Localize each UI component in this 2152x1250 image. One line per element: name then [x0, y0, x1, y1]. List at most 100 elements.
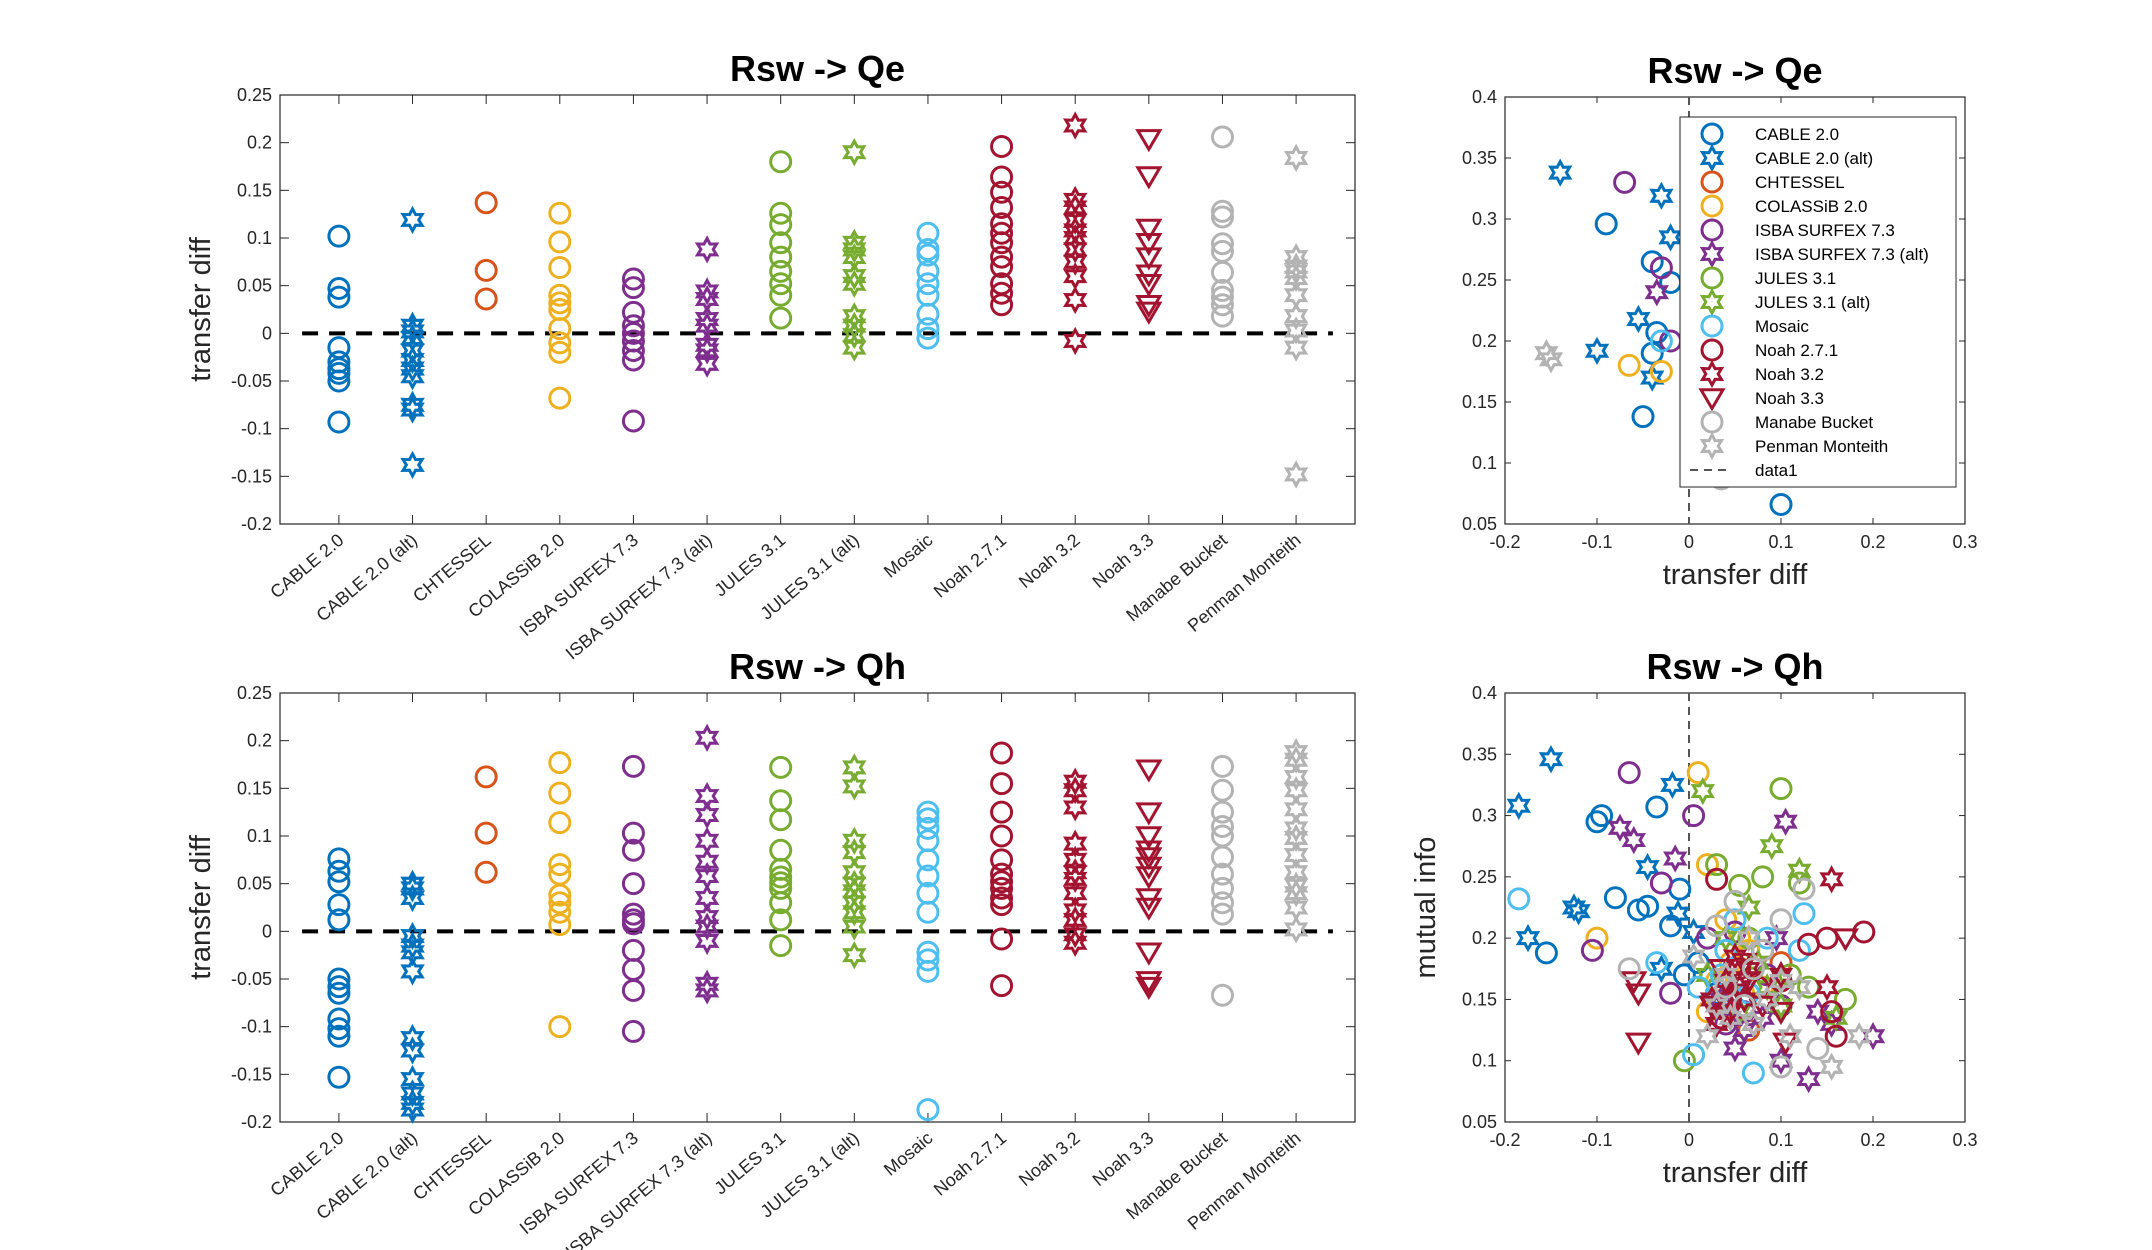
data-point [1690, 777, 1716, 806]
data-point [1135, 971, 1163, 995]
data-point [1506, 791, 1532, 820]
legend-marker [1700, 314, 1724, 338]
x-tick-label: 0.1 [1768, 532, 1793, 552]
legend-label: ISBA SURFEX 7.3 [1755, 221, 1895, 240]
data-point [1741, 957, 1765, 981]
data-point [1631, 405, 1655, 429]
y-tick-label: 0.05 [1462, 514, 1497, 534]
y-tick-label: 0.3 [1472, 806, 1497, 826]
data-point [1062, 928, 1088, 957]
data-point [621, 276, 645, 300]
y-axis-label: transfer diff [185, 236, 217, 381]
data-point [1824, 1024, 1848, 1048]
data-point [1594, 212, 1618, 236]
legend-label: Manabe Bucket [1755, 413, 1873, 432]
data-point [327, 277, 351, 301]
data-point [1645, 795, 1669, 819]
series-2 [474, 765, 498, 884]
data-point [621, 902, 645, 926]
data-point [1590, 804, 1614, 828]
data-point [990, 255, 1014, 279]
series-3 [548, 201, 572, 410]
data-point [1713, 923, 1739, 953]
data-point [990, 245, 1014, 269]
data-point [1662, 844, 1688, 873]
y-axis-label: mutual info [1410, 837, 1442, 979]
data-point [916, 326, 940, 350]
legend-label: COLASSiB 2.0 [1755, 197, 1867, 216]
data-point [327, 893, 351, 917]
data-point [1787, 871, 1811, 895]
data-point [400, 1023, 425, 1053]
data-point [1755, 926, 1779, 950]
data-point [548, 230, 572, 254]
data-point [1624, 1032, 1653, 1056]
data-point [548, 201, 572, 225]
legend-marker [1700, 194, 1724, 218]
data-point [1135, 233, 1163, 257]
series-1 [400, 205, 425, 480]
data-point [990, 974, 1014, 998]
series-6 [769, 150, 793, 330]
legend-marker [1700, 170, 1724, 194]
data-point [694, 976, 720, 1005]
data-point [769, 891, 793, 915]
data-point [474, 821, 498, 845]
data-point [327, 285, 351, 309]
series-12 [1210, 125, 1234, 328]
data-point [1722, 942, 1748, 971]
series-0 [327, 847, 351, 1089]
data-point [1639, 363, 1665, 392]
x-tick-label: Noah 3.2 [1015, 530, 1084, 592]
data-point [1210, 754, 1234, 778]
series-8 [916, 800, 940, 1122]
series-11 [1135, 759, 1163, 1001]
y-tick-label: -0.15 [231, 1064, 272, 1084]
data-point [842, 235, 867, 264]
data-point [548, 891, 572, 915]
x-tick-label: -0.1 [1581, 532, 1612, 552]
y-tick-label: -0.05 [231, 371, 272, 391]
data-point [1815, 926, 1839, 950]
data-point [1283, 879, 1309, 908]
data-point [1754, 985, 1780, 1014]
series-7 [842, 753, 867, 970]
data-point [1210, 199, 1234, 223]
data-point [1722, 1034, 1748, 1063]
y-axis-label: transfer diff [185, 834, 217, 979]
data-point [1767, 1001, 1795, 1026]
x-tick-label: 0.2 [1860, 1130, 1885, 1150]
y-tick-label: 0.35 [1462, 148, 1497, 168]
data-point [1135, 247, 1163, 271]
data-point [1283, 460, 1309, 489]
data-point [916, 317, 940, 341]
series-0 [327, 224, 351, 434]
data-point [1705, 867, 1729, 891]
data-point [916, 243, 940, 267]
data-point [1062, 247, 1088, 276]
data-point [1210, 778, 1234, 802]
data-point [769, 876, 793, 900]
data-point [1062, 879, 1088, 908]
data-point [1620, 971, 1648, 995]
y-tick-label: 0.2 [1472, 331, 1497, 351]
x-axis-label: transfer diff [1663, 1157, 1808, 1189]
data-point [1062, 776, 1088, 805]
data-point [474, 191, 498, 215]
data-point [1797, 975, 1821, 999]
data-point [1210, 293, 1234, 317]
data-point [621, 348, 645, 372]
data-point [694, 723, 720, 752]
data-point [327, 908, 351, 932]
axes-box [1504, 96, 1966, 525]
data-point [1607, 813, 1633, 842]
data-point [694, 912, 720, 941]
data-point [400, 869, 425, 898]
data-point [842, 898, 867, 927]
data-point [327, 410, 351, 434]
data-point [548, 386, 572, 410]
data-point [548, 751, 572, 775]
data-point [1768, 966, 1794, 996]
series-8 [916, 221, 940, 350]
y-tick-label: 0.4 [1472, 683, 1497, 703]
